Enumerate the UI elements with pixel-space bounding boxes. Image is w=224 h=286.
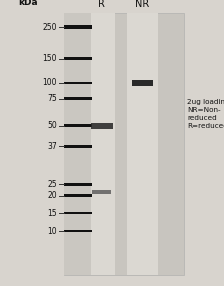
Bar [64,13,92,275]
Bar [91,13,115,275]
Text: 100: 100 [43,78,57,88]
Bar [64,212,92,214]
Text: R: R [99,0,105,9]
Text: 25: 25 [47,180,57,189]
Bar [64,13,184,275]
Text: kDa: kDa [18,0,38,7]
Bar [127,13,158,275]
Bar [64,145,92,148]
Text: 250: 250 [43,23,57,32]
Text: 20: 20 [47,191,57,200]
Text: 10: 10 [47,227,57,236]
Bar [64,57,92,60]
Text: 75: 75 [47,94,57,103]
Bar [64,183,92,186]
Bar [64,124,92,127]
Text: 2ug loading
NR=Non-
reduced
R=reduced: 2ug loading NR=Non- reduced R=reduced [187,100,224,129]
Bar [64,25,92,29]
Bar [132,80,153,86]
Bar [91,123,113,129]
Bar [93,190,112,194]
Bar [64,82,92,84]
Bar [64,230,92,232]
Text: 50: 50 [47,121,57,130]
Bar [64,97,92,100]
Bar [64,194,92,197]
Text: 37: 37 [47,142,57,151]
Text: 150: 150 [43,54,57,63]
Text: 15: 15 [47,208,57,218]
Text: NR: NR [135,0,149,9]
